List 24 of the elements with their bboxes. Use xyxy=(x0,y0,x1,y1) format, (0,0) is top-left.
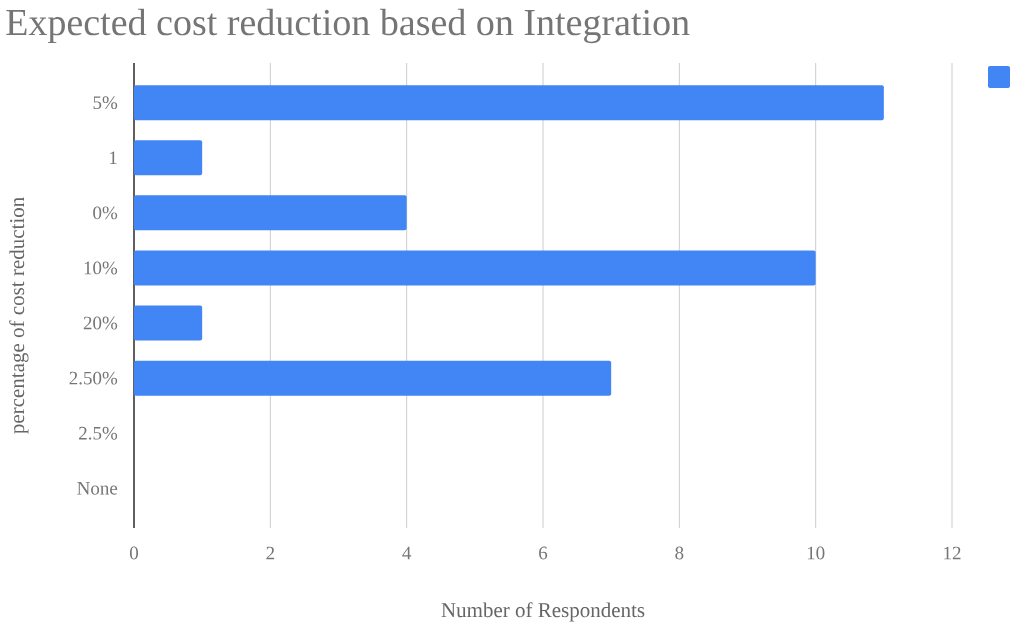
x-axis-title: Number of Respondents xyxy=(441,602,645,622)
x-tick-label: 4 xyxy=(402,546,412,560)
y-tick-label: 1 xyxy=(109,151,117,165)
x-tick-label: 10 xyxy=(807,546,825,560)
bar xyxy=(134,85,884,121)
y-tick-label: 10% xyxy=(84,261,118,275)
chart-title: Expected cost reduction based on Integration xyxy=(6,8,690,44)
x-tick-label: 2 xyxy=(266,546,275,560)
bar xyxy=(134,195,407,231)
bar xyxy=(134,360,612,396)
y-tick-label: 20% xyxy=(83,316,118,330)
y-tick-label: 2.50% xyxy=(69,371,118,385)
x-tick-label: 8 xyxy=(675,546,684,560)
x-tick-label: 12 xyxy=(944,546,961,560)
bar xyxy=(134,305,203,341)
y-tick-label: 5% xyxy=(93,96,118,110)
x-tick-label: 0 xyxy=(129,546,139,560)
bar xyxy=(134,140,203,176)
y-axis-title: percentage of cost reduction xyxy=(9,197,29,434)
y-tick-label: 2.5% xyxy=(79,426,118,440)
y-tick-label: None xyxy=(77,482,118,495)
bar xyxy=(134,250,816,286)
x-tick-label: 6 xyxy=(539,546,548,560)
y-tick-label: 0% xyxy=(93,206,118,220)
